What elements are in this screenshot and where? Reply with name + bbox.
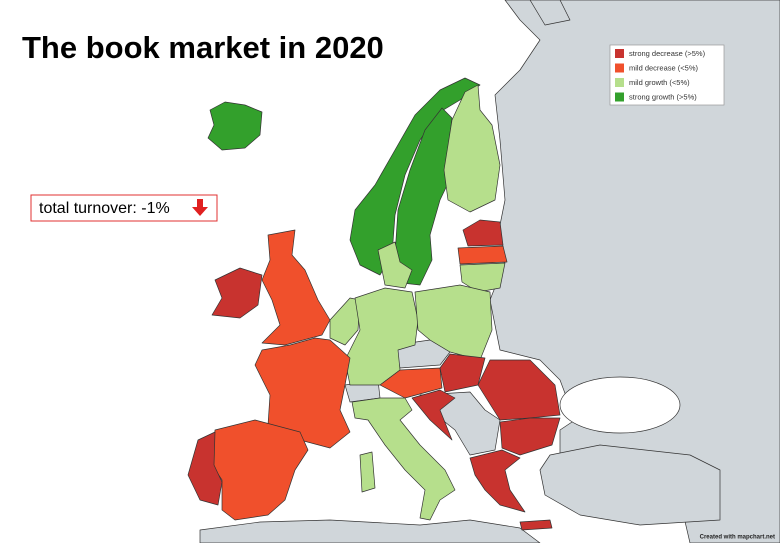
croatia bbox=[411, 389, 456, 441]
legend-label: strong decrease (>5%) bbox=[629, 49, 706, 58]
legend-label: mild growth (<5%) bbox=[629, 78, 690, 87]
austria bbox=[379, 367, 443, 399]
ireland bbox=[211, 267, 263, 319]
title: The book market in 2020 bbox=[22, 30, 384, 65]
romania bbox=[477, 359, 561, 421]
italy bbox=[351, 397, 456, 521]
portugal bbox=[187, 431, 223, 506]
lithuania bbox=[459, 262, 506, 293]
benelux bbox=[329, 297, 361, 346]
latvia bbox=[457, 245, 508, 265]
legend-box bbox=[609, 44, 725, 106]
north-africa bbox=[199, 519, 541, 543]
legend-swatch bbox=[615, 63, 624, 73]
iceland bbox=[207, 101, 263, 151]
legend-swatch bbox=[615, 49, 624, 58]
uk bbox=[261, 229, 331, 346]
legend-swatch bbox=[615, 92, 624, 102]
france bbox=[254, 337, 351, 449]
germany bbox=[344, 287, 419, 386]
crete bbox=[519, 519, 553, 531]
credit: Created with mapchart.net bbox=[700, 535, 775, 541]
bulgaria bbox=[499, 417, 561, 456]
annotation-text: total turnover: -1% bbox=[39, 200, 170, 217]
greece bbox=[469, 449, 526, 513]
legend-label: strong growth (>5%) bbox=[629, 92, 697, 101]
svalbard bbox=[529, 0, 571, 26]
finland bbox=[443, 84, 501, 213]
turkey bbox=[539, 444, 721, 526]
black-sea bbox=[559, 376, 681, 434]
norway bbox=[349, 77, 481, 276]
legend: strong decrease (>5%) mild decrease (<5%)… bbox=[609, 44, 725, 106]
legend-swatch bbox=[615, 78, 624, 87]
down-arrow-icon bbox=[192, 199, 208, 216]
denmark bbox=[377, 241, 413, 289]
annotation-box bbox=[30, 194, 218, 222]
spain bbox=[211, 419, 309, 521]
hungary bbox=[439, 353, 486, 393]
legend-label: mild decrease (<5%) bbox=[629, 63, 698, 72]
sardinia bbox=[359, 451, 376, 493]
estonia bbox=[462, 219, 504, 247]
